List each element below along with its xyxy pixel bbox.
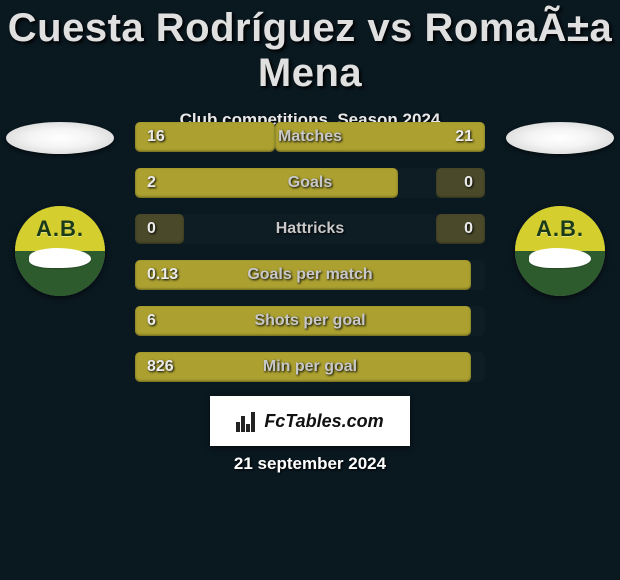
badge-letters: A.B. bbox=[515, 216, 605, 242]
player-right-club-badge: A.B. bbox=[515, 206, 605, 296]
watermark-text: FcTables.com bbox=[264, 411, 383, 432]
chart-icon bbox=[236, 410, 258, 432]
watermark: FcTables.com bbox=[210, 396, 410, 446]
stat-row: 2Goals0 bbox=[135, 168, 485, 198]
stat-row: 0Hattricks0 bbox=[135, 214, 485, 244]
stat-value-right: 0 bbox=[464, 214, 473, 244]
badge-animal-icon bbox=[529, 248, 591, 268]
player-left-club-badge: A.B. bbox=[15, 206, 105, 296]
player-left: A.B. bbox=[0, 122, 120, 296]
page-title: Cuesta Rodríguez vs RomaÃ±a Mena bbox=[0, 0, 620, 96]
stat-label: Matches bbox=[135, 122, 485, 152]
stat-label: Goals per match bbox=[135, 260, 485, 290]
stat-value-right: 0 bbox=[464, 168, 473, 198]
player-right: A.B. bbox=[500, 122, 620, 296]
stat-label: Shots per goal bbox=[135, 306, 485, 336]
date-text: 21 september 2024 bbox=[0, 454, 620, 474]
badge-animal-icon bbox=[29, 248, 91, 268]
stat-value-right: 21 bbox=[455, 122, 473, 152]
player-left-avatar bbox=[6, 122, 114, 154]
stat-row: 16Matches21 bbox=[135, 122, 485, 152]
stat-row: 6Shots per goal bbox=[135, 306, 485, 336]
stat-label: Goals bbox=[135, 168, 485, 198]
stats-panel: 16Matches212Goals00Hattricks00.13Goals p… bbox=[135, 122, 485, 398]
player-right-avatar bbox=[506, 122, 614, 154]
badge-letters: A.B. bbox=[15, 216, 105, 242]
stat-row: 0.13Goals per match bbox=[135, 260, 485, 290]
stat-label: Hattricks bbox=[135, 214, 485, 244]
stat-label: Min per goal bbox=[135, 352, 485, 382]
stat-row: 826Min per goal bbox=[135, 352, 485, 382]
